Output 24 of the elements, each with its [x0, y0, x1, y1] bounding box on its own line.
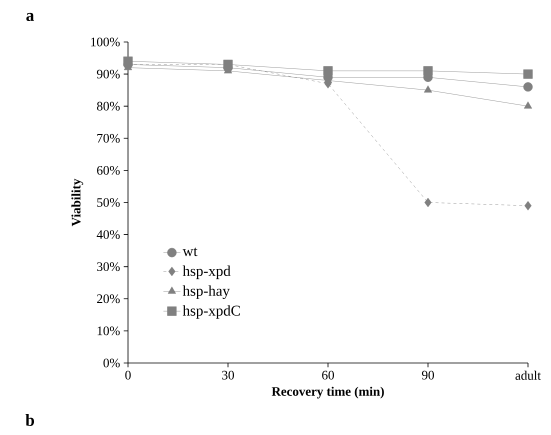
- y-tick-label: 60%: [97, 166, 120, 175]
- x-tick-label: adult: [516, 370, 541, 380]
- x-tick-label: 60: [322, 370, 334, 380]
- y-tick-label: 20%: [97, 294, 120, 304]
- text: b: [26, 414, 34, 426]
- legend-label: hsp-hay: [182, 285, 230, 299]
- y-tick-label: 70%: [97, 134, 120, 143]
- legend-label: hsp-xpdC: [182, 305, 240, 319]
- y-tick-label: 40%: [96, 230, 120, 239]
- y-tick-label: 50%: [97, 198, 120, 207]
- x-tick-label: 0: [125, 370, 131, 380]
- legend-label: hsp-xpd: [182, 266, 231, 280]
- y-tick-label: 0%: [103, 358, 120, 368]
- x-axis-title: Recovery time (min): [272, 386, 384, 398]
- y-tick-label: 30%: [97, 262, 120, 272]
- legend-label: wt: [182, 248, 198, 256]
- y-tick-label: 80%: [96, 102, 120, 111]
- y-tick-label: 10%: [98, 326, 120, 336]
- y-tick-label: 90%: [96, 70, 120, 78]
- y-axis-title: Viability: [71, 178, 84, 226]
- x-tick-label: 90: [422, 370, 434, 380]
- text: a: [26, 12, 34, 22]
- x-tick-label: 30: [222, 370, 234, 380]
- y-tick-label: 100%: [91, 38, 120, 46]
